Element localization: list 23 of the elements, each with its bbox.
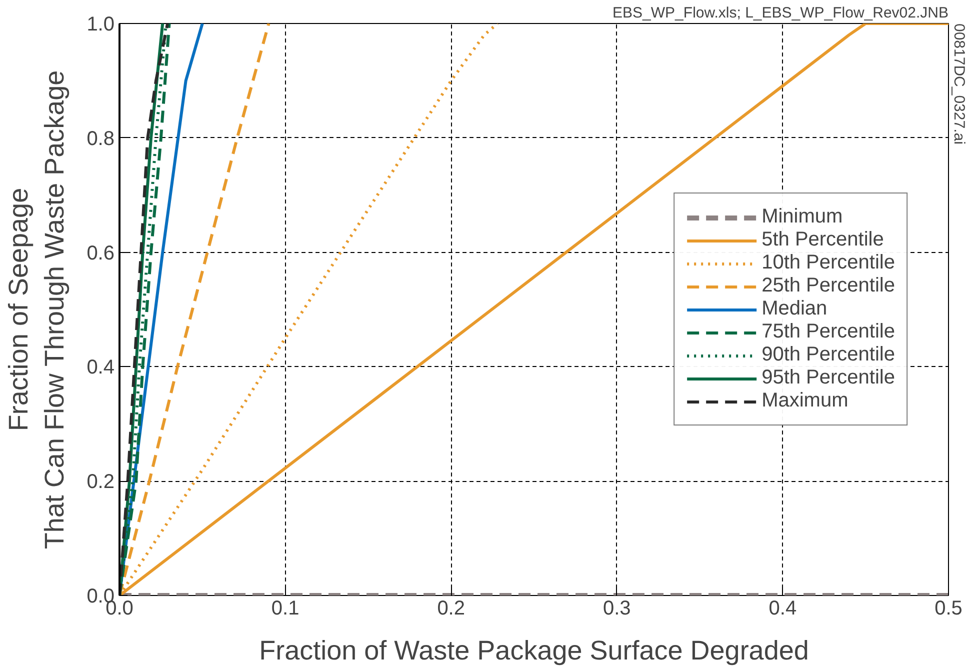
y-tick-label: 0.4 — [86, 356, 115, 379]
x-tick-label: 0.5 — [934, 598, 962, 620]
y-tick-label: 0.2 — [86, 471, 115, 494]
y-tick-label: 0.8 — [86, 128, 115, 150]
text: EBS_WP_Flow.xls; L_EBS_WP_Flow_Rev02.JNB — [612, 4, 949, 22]
legend-label: 75th Percentile — [762, 320, 895, 344]
legend-label: 10th Percentile — [762, 252, 895, 274]
legend-label: 95th Percentile — [762, 366, 895, 390]
legend-label: Minimum — [762, 206, 843, 228]
legend-label: Maximum — [762, 390, 848, 412]
x-tick-label: 0.1 — [271, 598, 300, 620]
x-tick-label: 0.2 — [437, 598, 466, 620]
legend-label: 90th Percentile — [762, 344, 895, 366]
legend-label: 5th Percentile — [762, 228, 884, 252]
y-tick-label: 0.6 — [86, 242, 115, 264]
legend-label: Median — [762, 298, 828, 320]
x-tick-label: 0.4 — [768, 598, 797, 620]
y-axis-title: Fraction of Seepage That Can Flow Through Waste Package — [4, 70, 70, 550]
x-tick-label: 0.3 — [603, 598, 631, 620]
legend-label: 25th Percentile — [762, 274, 895, 298]
text: 00817DC_0327.ai — [950, 24, 968, 144]
x-axis-title: Fraction of Waste Package Surface Degraded — [259, 636, 809, 666]
y-tick-label: 1.0 — [86, 14, 115, 36]
